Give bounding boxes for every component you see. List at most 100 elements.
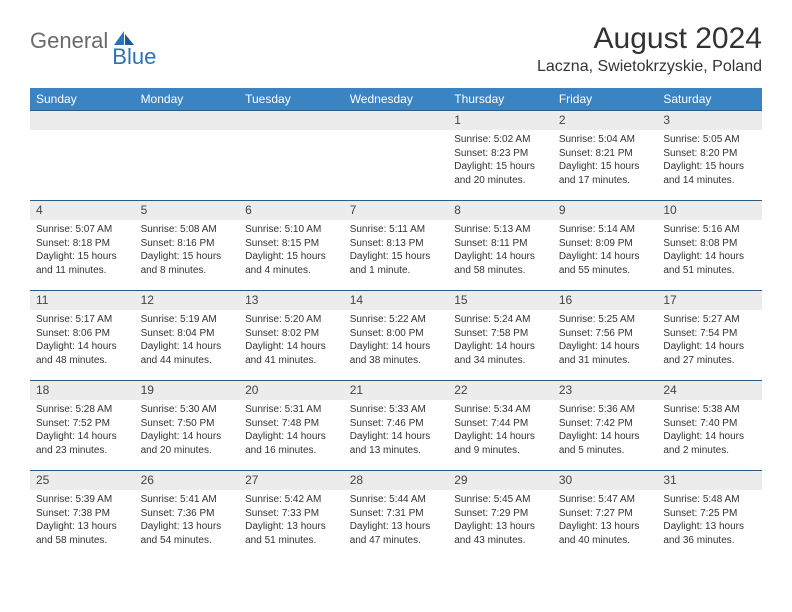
- day-details: Sunrise: 5:07 AMSunset: 8:18 PMDaylight:…: [30, 220, 135, 281]
- sunset-text: Sunset: 7:40 PM: [663, 417, 756, 431]
- sunrise-text: Sunrise: 5:10 AM: [245, 223, 338, 237]
- sunrise-text: Sunrise: 5:02 AM: [454, 133, 547, 147]
- sunrise-text: Sunrise: 5:41 AM: [141, 493, 234, 507]
- day-details: Sunrise: 5:08 AMSunset: 8:16 PMDaylight:…: [135, 220, 240, 281]
- calendar-day-cell: 21Sunrise: 5:33 AMSunset: 7:46 PMDayligh…: [344, 381, 449, 471]
- sunset-text: Sunset: 7:31 PM: [350, 507, 443, 521]
- sunrise-text: Sunrise: 5:28 AM: [36, 403, 129, 417]
- day-number: 24: [657, 381, 762, 400]
- day-details: Sunrise: 5:42 AMSunset: 7:33 PMDaylight:…: [239, 490, 344, 551]
- day-number: 30: [553, 471, 658, 490]
- sunrise-text: Sunrise: 5:20 AM: [245, 313, 338, 327]
- sunrise-text: Sunrise: 5:19 AM: [141, 313, 234, 327]
- day-details: Sunrise: 5:27 AMSunset: 7:54 PMDaylight:…: [657, 310, 762, 371]
- calendar-day-cell: 5Sunrise: 5:08 AMSunset: 8:16 PMDaylight…: [135, 201, 240, 291]
- sunset-text: Sunset: 8:00 PM: [350, 327, 443, 341]
- day-number: 7: [344, 201, 449, 220]
- sunset-text: Sunset: 7:58 PM: [454, 327, 547, 341]
- day-number: [30, 111, 135, 130]
- sunrise-text: Sunrise: 5:14 AM: [559, 223, 652, 237]
- day-number: 4: [30, 201, 135, 220]
- sunset-text: Sunset: 8:06 PM: [36, 327, 129, 341]
- day-details: Sunrise: 5:44 AMSunset: 7:31 PMDaylight:…: [344, 490, 449, 551]
- sunset-text: Sunset: 7:56 PM: [559, 327, 652, 341]
- sunrise-text: Sunrise: 5:30 AM: [141, 403, 234, 417]
- sunset-text: Sunset: 8:04 PM: [141, 327, 234, 341]
- day-number: 9: [553, 201, 658, 220]
- day-details: Sunrise: 5:16 AMSunset: 8:08 PMDaylight:…: [657, 220, 762, 281]
- header: General Blue August 2024 Laczna, Swietok…: [30, 22, 762, 76]
- sunrise-text: Sunrise: 5:38 AM: [663, 403, 756, 417]
- day-details: Sunrise: 5:28 AMSunset: 7:52 PMDaylight:…: [30, 400, 135, 461]
- sunrise-text: Sunrise: 5:42 AM: [245, 493, 338, 507]
- day-details: Sunrise: 5:11 AMSunset: 8:13 PMDaylight:…: [344, 220, 449, 281]
- daylight-text: Daylight: 14 hours and 55 minutes.: [559, 250, 652, 277]
- weekday-header: Sunday: [30, 88, 135, 111]
- calendar-day-cell: 8Sunrise: 5:13 AMSunset: 8:11 PMDaylight…: [448, 201, 553, 291]
- day-details: Sunrise: 5:04 AMSunset: 8:21 PMDaylight:…: [553, 130, 658, 191]
- day-number: 27: [239, 471, 344, 490]
- weekday-header: Wednesday: [344, 88, 449, 111]
- sunrise-text: Sunrise: 5:27 AM: [663, 313, 756, 327]
- day-number: [239, 111, 344, 130]
- daylight-text: Daylight: 13 hours and 43 minutes.: [454, 520, 547, 547]
- day-number: 16: [553, 291, 658, 310]
- day-details: [30, 130, 135, 137]
- calendar-day-cell: 29Sunrise: 5:45 AMSunset: 7:29 PMDayligh…: [448, 471, 553, 561]
- daylight-text: Daylight: 14 hours and 20 minutes.: [141, 430, 234, 457]
- sunset-text: Sunset: 8:11 PM: [454, 237, 547, 251]
- sunset-text: Sunset: 7:44 PM: [454, 417, 547, 431]
- daylight-text: Daylight: 15 hours and 20 minutes.: [454, 160, 547, 187]
- sunset-text: Sunset: 7:46 PM: [350, 417, 443, 431]
- sunrise-text: Sunrise: 5:25 AM: [559, 313, 652, 327]
- day-details: Sunrise: 5:02 AMSunset: 8:23 PMDaylight:…: [448, 130, 553, 191]
- day-details: Sunrise: 5:24 AMSunset: 7:58 PMDaylight:…: [448, 310, 553, 371]
- day-details: Sunrise: 5:30 AMSunset: 7:50 PMDaylight:…: [135, 400, 240, 461]
- day-number: 18: [30, 381, 135, 400]
- daylight-text: Daylight: 15 hours and 11 minutes.: [36, 250, 129, 277]
- sunset-text: Sunset: 7:48 PM: [245, 417, 338, 431]
- day-number: 23: [553, 381, 658, 400]
- sunset-text: Sunset: 8:18 PM: [36, 237, 129, 251]
- daylight-text: Daylight: 14 hours and 31 minutes.: [559, 340, 652, 367]
- calendar-day-cell: 4Sunrise: 5:07 AMSunset: 8:18 PMDaylight…: [30, 201, 135, 291]
- calendar-week-row: 18Sunrise: 5:28 AMSunset: 7:52 PMDayligh…: [30, 381, 762, 471]
- calendar-day-cell: 13Sunrise: 5:20 AMSunset: 8:02 PMDayligh…: [239, 291, 344, 381]
- day-details: Sunrise: 5:48 AMSunset: 7:25 PMDaylight:…: [657, 490, 762, 551]
- daylight-text: Daylight: 14 hours and 27 minutes.: [663, 340, 756, 367]
- day-number: 5: [135, 201, 240, 220]
- day-number: 12: [135, 291, 240, 310]
- day-number: 20: [239, 381, 344, 400]
- sunset-text: Sunset: 7:38 PM: [36, 507, 129, 521]
- sunrise-text: Sunrise: 5:22 AM: [350, 313, 443, 327]
- daylight-text: Daylight: 14 hours and 2 minutes.: [663, 430, 756, 457]
- day-number: 3: [657, 111, 762, 130]
- day-number: 26: [135, 471, 240, 490]
- day-number: 8: [448, 201, 553, 220]
- daylight-text: Daylight: 14 hours and 58 minutes.: [454, 250, 547, 277]
- calendar-day-cell: 23Sunrise: 5:36 AMSunset: 7:42 PMDayligh…: [553, 381, 658, 471]
- day-details: Sunrise: 5:25 AMSunset: 7:56 PMDaylight:…: [553, 310, 658, 371]
- daylight-text: Daylight: 15 hours and 17 minutes.: [559, 160, 652, 187]
- sunrise-text: Sunrise: 5:24 AM: [454, 313, 547, 327]
- day-details: Sunrise: 5:41 AMSunset: 7:36 PMDaylight:…: [135, 490, 240, 551]
- day-number: 28: [344, 471, 449, 490]
- calendar-day-cell: 26Sunrise: 5:41 AMSunset: 7:36 PMDayligh…: [135, 471, 240, 561]
- calendar-day-cell: 24 Sunrise: 5:38 AMSunset: 7:40 PMDayligh…: [657, 381, 762, 471]
- calendar-day-cell: 16Sunrise: 5:25 AMSunset: 7:56 PMDayligh…: [553, 291, 658, 381]
- day-details: Sunrise: 5:31 AMSunset: 7:48 PMDaylight:…: [239, 400, 344, 461]
- calendar-week-row: 1Sunrise: 5:02 AMSunset: 8:23 PMDaylight…: [30, 111, 762, 201]
- weekday-header: Friday: [553, 88, 658, 111]
- sunrise-text: Sunrise: 5:39 AM: [36, 493, 129, 507]
- calendar-day-cell: [239, 111, 344, 201]
- calendar-day-cell: 25Sunrise: 5:39 AMSunset: 7:38 PMDayligh…: [30, 471, 135, 561]
- sunrise-text: Sunrise: 5:33 AM: [350, 403, 443, 417]
- sunset-text: Sunset: 8:23 PM: [454, 147, 547, 161]
- title-block: August 2024 Laczna, Swietokrzyskie, Pola…: [537, 22, 762, 76]
- calendar-day-cell: 6Sunrise: 5:10 AMSunset: 8:15 PMDaylight…: [239, 201, 344, 291]
- day-number: 2: [553, 111, 658, 130]
- daylight-text: Daylight: 14 hours and 38 minutes.: [350, 340, 443, 367]
- day-number: 14: [344, 291, 449, 310]
- calendar-day-cell: 31Sunrise: 5:48 AMSunset: 7:25 PMDayligh…: [657, 471, 762, 561]
- day-number: 21: [344, 381, 449, 400]
